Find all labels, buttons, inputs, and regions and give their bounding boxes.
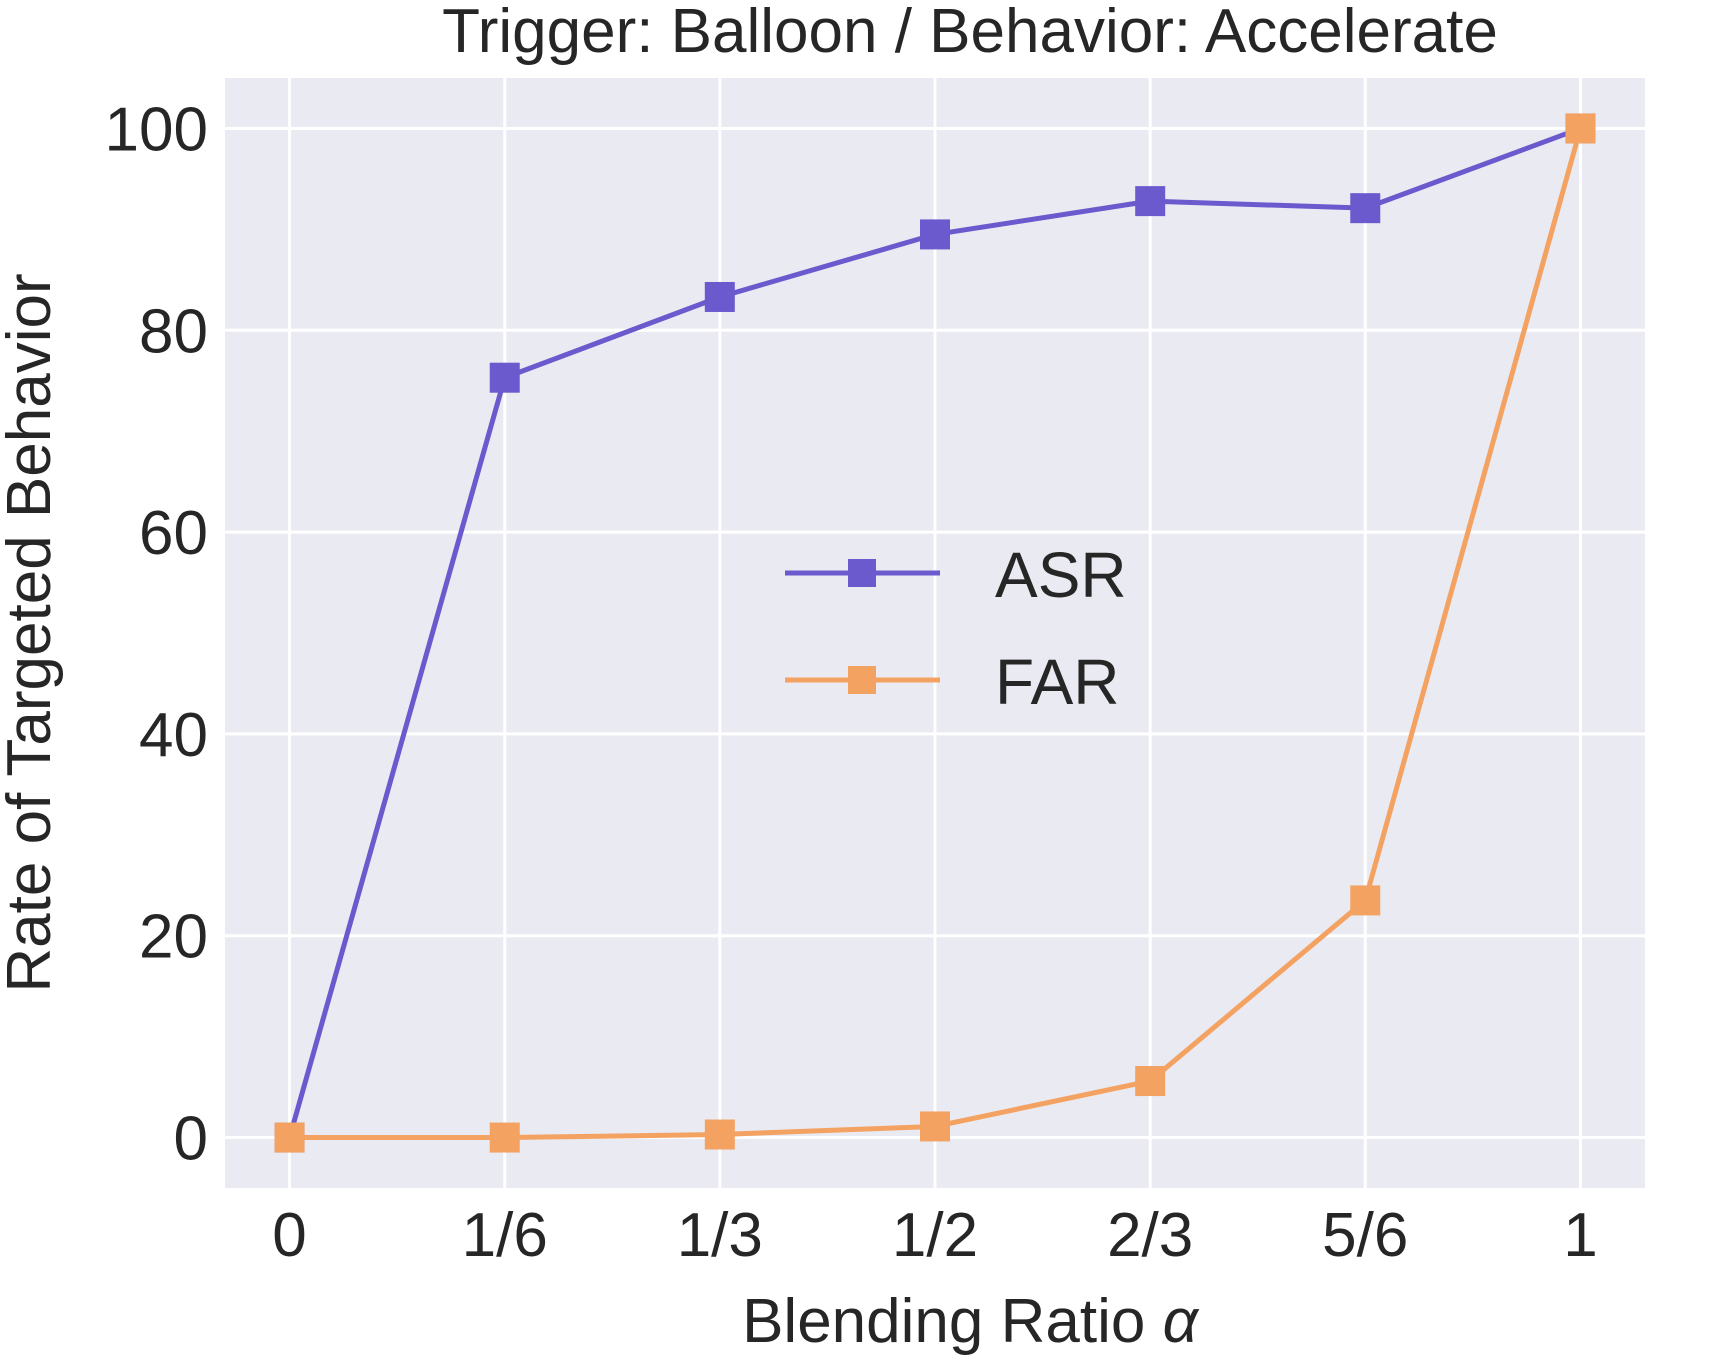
legend-far-label: FAR <box>995 646 1119 718</box>
series-lines <box>274 113 1596 1153</box>
y-tick-label: 20 <box>139 903 208 972</box>
data-point-far <box>1350 885 1381 916</box>
x-tick-label: 1/3 <box>677 1201 763 1270</box>
x-axis-label-symbol: α <box>1163 1287 1200 1356</box>
chart-title: Trigger: Balloon / Behavior: Accelerate <box>442 0 1498 66</box>
data-point-far <box>1565 113 1596 144</box>
x-tick-label: 1 <box>1563 1201 1597 1270</box>
legend-far-marker <box>848 666 876 694</box>
y-tick-labels: 0 20 40 60 80 100 <box>105 95 208 1173</box>
x-tick-label: 1/6 <box>462 1201 548 1270</box>
legend-asr-label: ASR <box>995 539 1127 611</box>
x-tick-label: 5/6 <box>1322 1201 1408 1270</box>
legend: ASR FAR <box>785 539 1127 718</box>
data-point-asr <box>920 219 950 250</box>
y-tick-label: 40 <box>139 701 208 770</box>
data-point-asr <box>1135 186 1166 217</box>
data-point-far <box>489 1122 520 1153</box>
x-tick-label: 2/3 <box>1107 1201 1193 1270</box>
data-point-far <box>704 1119 735 1150</box>
data-point-far <box>1135 1066 1166 1097</box>
x-tick-label: 0 <box>272 1201 306 1270</box>
data-point-asr <box>1350 193 1381 224</box>
x-axis-label-text: Blending Ratio <box>742 1287 1145 1356</box>
data-point-far <box>274 1122 305 1153</box>
data-point-far <box>920 1111 950 1142</box>
y-tick-label: 0 <box>174 1105 208 1174</box>
y-tick-label: 100 <box>105 95 208 164</box>
y-axis-label: Rate of Targeted Behavior <box>0 273 64 992</box>
data-point-asr <box>704 281 735 312</box>
legend-asr-marker <box>848 559 876 587</box>
y-tick-label: 80 <box>139 297 208 366</box>
y-tick-label: 60 <box>139 499 208 568</box>
x-axis-label: Blending Ratio α <box>742 1287 1200 1356</box>
x-tick-label: 1/2 <box>892 1201 978 1270</box>
x-tick-labels: 0 1/6 1/3 1/2 2/3 5/6 1 <box>272 1201 1597 1270</box>
data-point-asr <box>489 362 520 393</box>
